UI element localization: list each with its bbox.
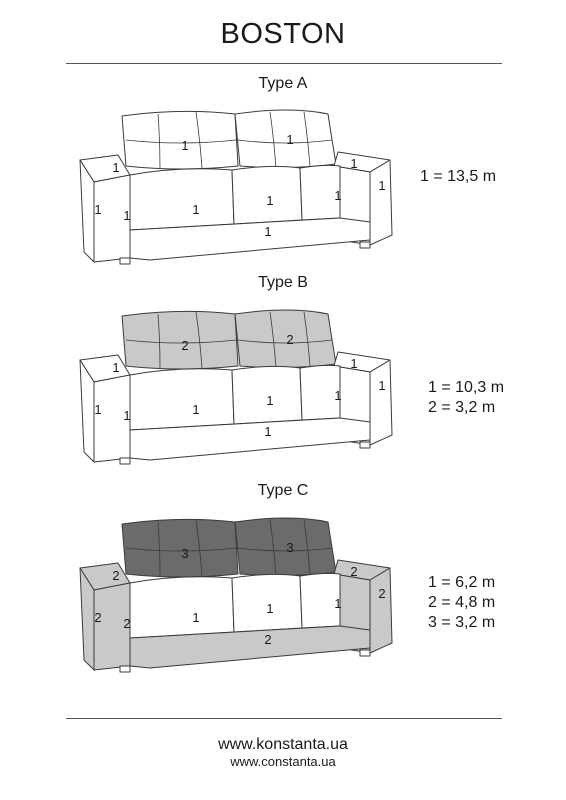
variant-a-label: Type A [258, 75, 308, 92]
seat-right-number: 1 [334, 596, 341, 611]
legend-line: 2 = 4,8 m [428, 594, 496, 611]
bottom-divider [66, 718, 502, 719]
tufting-line [237, 139, 333, 144]
left-arm-front-number: 2 [123, 616, 130, 631]
tufting-line [195, 111, 203, 169]
seat-cushion [299, 364, 341, 421]
tufting-line [195, 311, 203, 369]
document-title: BOSTON [220, 18, 346, 50]
sofa-foot [119, 665, 131, 673]
variant-a-legend: 1 = 13,5 m [420, 167, 496, 187]
back-right-number: 1 [286, 132, 293, 147]
tufting-line [303, 311, 311, 367]
seat-cushion [129, 368, 235, 431]
seat-middle-number: 1 [266, 193, 273, 208]
legend-line: 1 = 13,5 m [420, 168, 497, 185]
left-armtop-number: 2 [112, 568, 119, 583]
seat-middle-number: 1 [266, 393, 273, 408]
right-arm-number: 2 [378, 586, 385, 601]
sofa-diagram-b: 2 2 1 1 1 1 1 1 1 1 1 [79, 309, 393, 465]
right-armtop-number: 1 [350, 356, 357, 371]
seat-right-number: 1 [334, 388, 341, 403]
seat-left-number: 1 [192, 402, 199, 417]
left-arm-side-number: 1 [94, 402, 101, 417]
tufting-line [125, 547, 237, 552]
tufting-line [269, 519, 277, 577]
left-arm-front-number: 1 [123, 408, 130, 423]
seat-right-number: 1 [334, 188, 341, 203]
sofa-foot [359, 441, 371, 449]
back-right-number: 3 [286, 540, 293, 555]
sofa-foot [359, 649, 371, 657]
website-link-primary[interactable]: www.konstanta.ua [218, 736, 348, 753]
seat-middle-number: 1 [266, 601, 273, 616]
right-arm-side [369, 567, 393, 654]
tufting-line [303, 519, 311, 575]
tufting-line [157, 313, 161, 369]
back-cushion [121, 518, 239, 578]
base-number: 1 [264, 224, 271, 239]
legend-line: 3 = 3,2 m [428, 614, 496, 631]
tufting-line [157, 521, 161, 577]
tufting-line [237, 339, 333, 344]
seat-cushion [129, 168, 235, 231]
right-armtop-number: 1 [350, 156, 357, 171]
back-right-number: 2 [286, 332, 293, 347]
back-left-number: 3 [181, 546, 188, 561]
sofa-diagram-a: 1 1 1 1 1 1 1 1 1 1 1 [79, 109, 393, 265]
seat-cushion [129, 576, 235, 639]
top-divider [66, 63, 502, 64]
website-link-secondary[interactable]: www.constanta.ua [230, 754, 336, 769]
back-cushion [121, 310, 239, 370]
tufting-line [195, 519, 203, 577]
right-arm-side [369, 159, 393, 246]
right-armtop-number: 2 [350, 564, 357, 579]
seat-cushion [299, 572, 341, 629]
left-arm-side-number: 1 [94, 202, 101, 217]
sofa-foot [359, 241, 371, 249]
right-arm-number: 1 [378, 378, 385, 393]
tufting-line [269, 311, 277, 369]
variant-b-label: Type B [258, 274, 308, 291]
sofa-diagram-c: 3 3 2 2 2 2 2 1 1 1 2 [79, 517, 393, 673]
left-arm-side-number: 2 [94, 610, 101, 625]
sofa-foot [119, 457, 131, 465]
variant-c-legend: 1 = 6,2 m 2 = 4,8 m 3 = 3,2 m [428, 573, 495, 633]
legend-line: 1 = 6,2 m [428, 574, 496, 591]
legend-line: 1 = 10,3 m [428, 379, 505, 396]
left-armtop-number: 1 [112, 160, 119, 175]
left-arm-front-number: 1 [123, 208, 130, 223]
back-left-number: 2 [181, 338, 188, 353]
right-arm-side [369, 359, 393, 446]
tufting-line [237, 547, 333, 552]
base-number: 1 [264, 424, 271, 439]
back-cushion [121, 110, 239, 170]
back-left-number: 1 [181, 138, 188, 153]
seat-cushion [299, 164, 341, 221]
variant-c-label: Type C [257, 482, 309, 499]
left-armtop-number: 1 [112, 360, 119, 375]
sofa-foot [119, 257, 131, 265]
seat-left-number: 1 [192, 202, 199, 217]
base-number: 2 [264, 632, 271, 647]
tufting-line [269, 111, 277, 169]
tufting-line [303, 111, 311, 167]
tufting-line [125, 139, 237, 144]
seat-left-number: 1 [192, 610, 199, 625]
tufting-line [125, 339, 237, 344]
right-arm-number: 1 [378, 178, 385, 193]
variant-b-legend: 1 = 10,3 m 2 = 3,2 m [428, 378, 504, 418]
tufting-line [157, 113, 161, 169]
legend-line: 2 = 3,2 m [428, 399, 496, 416]
